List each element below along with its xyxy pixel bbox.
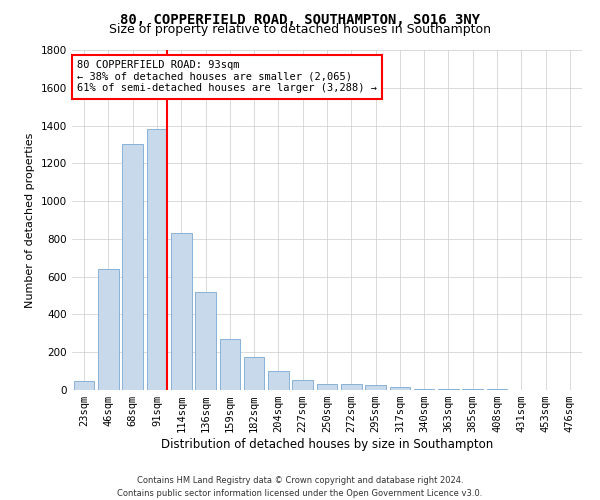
Bar <box>195 292 216 390</box>
Bar <box>268 371 289 390</box>
Text: Size of property relative to detached houses in Southampton: Size of property relative to detached ho… <box>109 22 491 36</box>
Bar <box>98 269 119 390</box>
Bar <box>414 389 434 390</box>
Bar <box>146 130 167 390</box>
X-axis label: Distribution of detached houses by size in Southampton: Distribution of detached houses by size … <box>161 438 493 451</box>
Text: 80 COPPERFIELD ROAD: 93sqm
← 38% of detached houses are smaller (2,065)
61% of s: 80 COPPERFIELD ROAD: 93sqm ← 38% of deta… <box>77 60 377 94</box>
Bar <box>244 357 265 390</box>
Bar <box>487 389 508 390</box>
Y-axis label: Number of detached properties: Number of detached properties <box>25 132 35 308</box>
Bar <box>292 380 313 390</box>
Bar <box>220 339 240 390</box>
Bar <box>438 389 459 390</box>
Bar <box>317 384 337 390</box>
Bar <box>171 233 191 390</box>
Bar <box>389 387 410 390</box>
Bar <box>122 144 143 390</box>
Text: 80, COPPERFIELD ROAD, SOUTHAMPTON, SO16 3NY: 80, COPPERFIELD ROAD, SOUTHAMPTON, SO16 … <box>120 12 480 26</box>
Bar <box>341 384 362 390</box>
Bar <box>74 380 94 390</box>
Bar <box>463 389 483 390</box>
Bar <box>365 386 386 390</box>
Text: Contains HM Land Registry data © Crown copyright and database right 2024.
Contai: Contains HM Land Registry data © Crown c… <box>118 476 482 498</box>
